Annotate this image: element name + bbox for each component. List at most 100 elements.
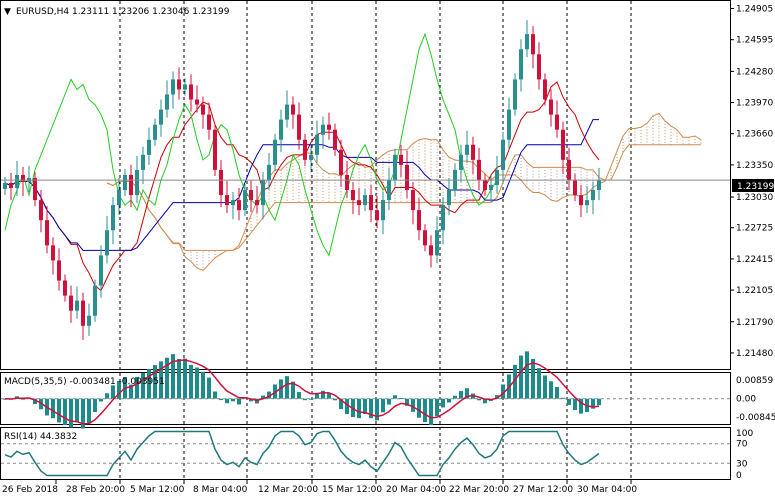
candle-body [345,174,349,191]
candle-body [63,280,67,296]
candle-body [231,200,235,206]
macd-axis-label: 0.00 [736,395,756,405]
time-label: 20 Mar 04:00 [386,485,446,495]
candle-body [417,210,421,231]
candle-body [327,124,331,130]
macd-bar [543,375,547,399]
macd-bar [459,391,463,399]
candle-body [279,119,283,140]
macd-bar [63,398,67,426]
macd-bar [189,364,193,399]
macd-bar [363,398,367,415]
macd-bar [369,398,373,419]
candle-body [285,104,289,120]
macd-bar [291,381,295,399]
candle-body [339,149,343,175]
macd-bar [579,398,583,414]
candle-body [195,99,199,105]
candle-body [555,114,559,130]
macd-bar [195,367,199,399]
candle-body [405,164,409,191]
macd-bar [477,398,481,401]
candle-body [585,200,589,206]
macd-bar [537,368,541,399]
macd-axis: 0.00859 0.00 -0.008456 [736,376,775,423]
macd-bar [327,393,331,399]
price-label: 1.21480 [736,349,773,359]
candle-body [315,134,319,155]
macd-bar [171,354,175,399]
tenkan-line [4,81,600,292]
candle-body [459,154,463,170]
candle-body [201,104,205,115]
main-chart-frame [0,0,731,370]
candle-body [237,200,241,211]
price-axis: 1.24905 1.24595 1.24280 1.23970 1.23660 1.233… [730,5,773,359]
macd-bar [237,398,241,405]
symbol-header: EURUSD,H4 1.23111 1.23206 1.23046 1.2319… [16,7,230,17]
candle-body [591,190,595,201]
rsi-series [1,430,730,477]
macd-bar [165,357,169,399]
macd-bar [153,365,157,399]
macd-bar [117,381,121,399]
candle-body [45,220,49,246]
candle-body [255,200,259,206]
macd-bar [591,398,595,409]
vertical-grid [119,1,632,479]
price-label: 1.21790 [736,318,773,328]
candle-body [273,139,277,165]
macd-bar [441,398,445,408]
candle-body [489,185,493,191]
macd-bar [435,398,439,417]
candle-body [597,179,601,191]
candle-body [579,195,583,206]
candle-body [525,34,529,50]
candle-body [465,144,469,155]
candle-body [87,315,91,326]
candle-body [261,179,265,206]
candle-body [291,104,295,115]
candle-body [9,182,13,189]
rsi-axis-label: 70 [736,440,748,450]
macd-bar [447,398,451,403]
candle-body [447,190,451,206]
chart-collapse-icon[interactable]: ▼ [4,7,11,17]
macd-bar [567,398,571,405]
candle-body [3,182,7,190]
macd-bar [597,398,601,406]
macd-bar [285,376,289,399]
candle-body [519,49,523,80]
price-label: 1.23660 [736,130,773,140]
price-label: 1.23970 [736,99,773,109]
candle-body [225,195,229,206]
candle-body [303,139,307,160]
candle-body [123,174,127,191]
macd-bar [177,358,181,399]
rsi-panel-frame [0,427,731,480]
candle-body [375,210,379,221]
candle-body [357,200,361,206]
candlestick-series [3,20,601,340]
candle-body [213,129,217,170]
macd-axis-label: -0.008456 [736,413,775,423]
macd-bar [339,398,343,410]
macd-bar [69,398,73,428]
candle-body [363,195,367,206]
candle-body [207,114,211,130]
macd-signal-line [4,359,600,425]
rsi-axis-label: 30 [736,459,748,469]
candle-body [393,154,397,180]
macd-bar [267,391,271,399]
macd-bar [279,379,283,399]
macd-bar [357,398,361,419]
macd-bar [405,398,409,406]
macd-bar [303,398,307,401]
candle-body [411,190,415,211]
macd-bar [93,398,97,413]
macd-bar [159,361,163,399]
macd-bar [513,364,517,399]
macd-bar [21,398,25,400]
